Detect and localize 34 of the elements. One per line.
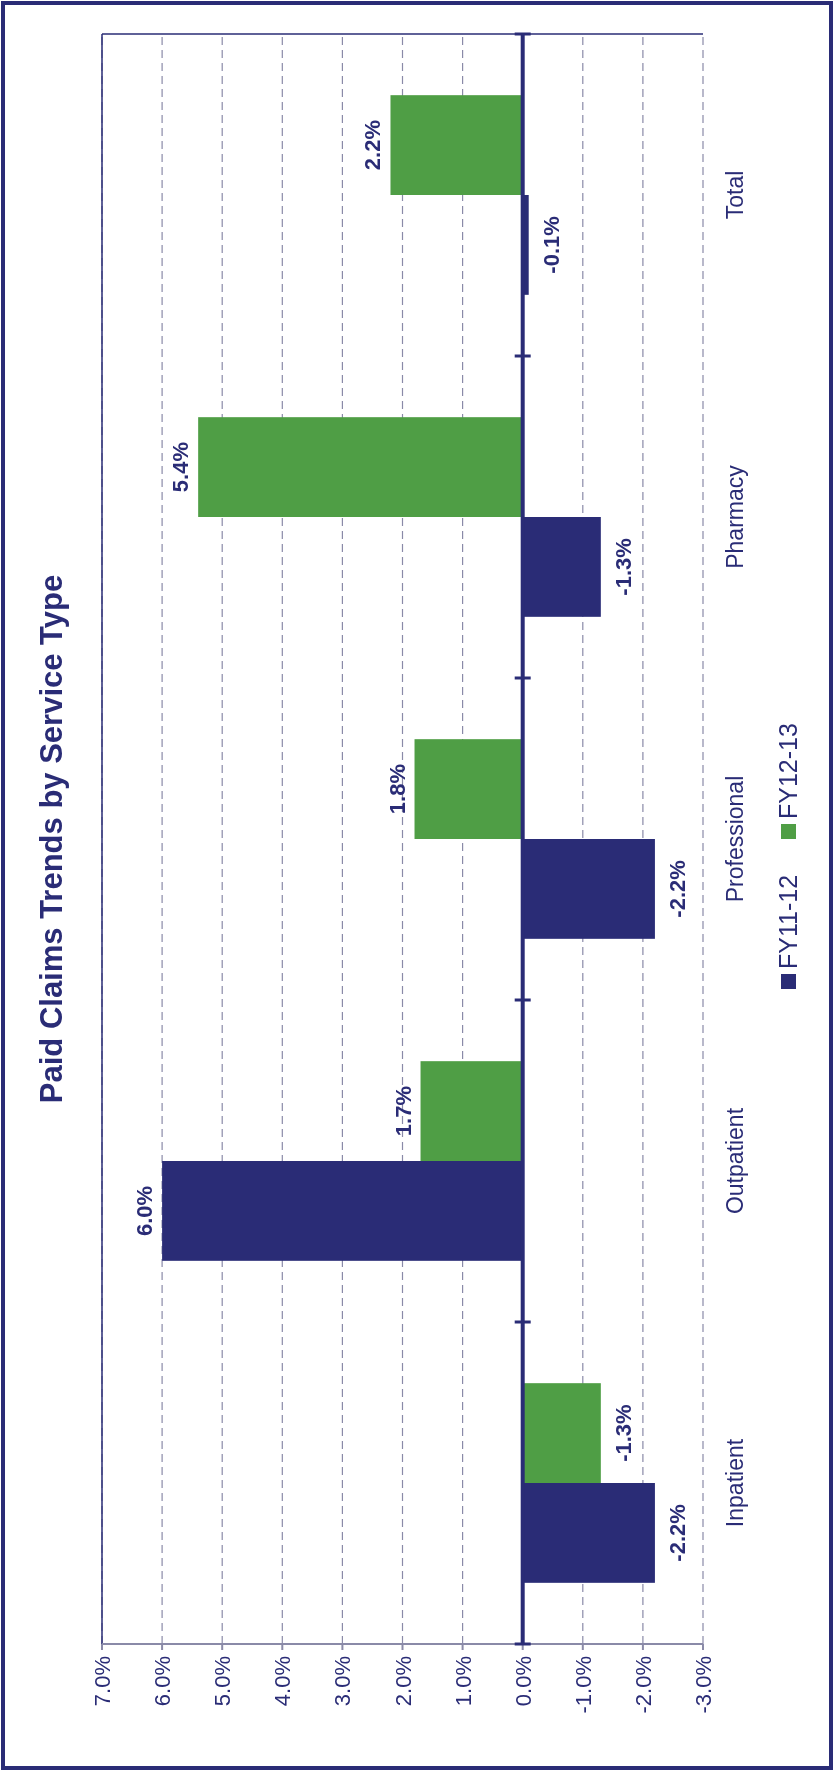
text: -0.1% xyxy=(538,216,564,274)
text: FY12-13 xyxy=(774,723,802,819)
text: Paid Claims Trends by Service Type xyxy=(34,574,69,1104)
text: 6.0% xyxy=(132,1185,158,1236)
x-tick-label: 1.0% xyxy=(450,1656,476,1707)
y-tick-label: Professional xyxy=(722,775,748,903)
y-tick-label: Pharmacy xyxy=(722,464,748,569)
x-tick-label: 3.0% xyxy=(330,1656,356,1707)
bar xyxy=(414,739,523,839)
text: -1.3% xyxy=(610,538,636,596)
y-tick-label: Outpatient xyxy=(722,1107,748,1215)
text: -1.3% xyxy=(610,1404,636,1462)
text: 1.7% xyxy=(390,1086,416,1137)
x-tick-label: 5.0% xyxy=(210,1656,236,1707)
x-tick-label: 0.0% xyxy=(510,1656,536,1707)
x-tick-label: -1.0% xyxy=(570,1656,596,1714)
text: 2.2% xyxy=(360,120,386,171)
y-tick-label: Inpatient xyxy=(722,1438,748,1528)
x-tick-label: 2.0% xyxy=(390,1656,416,1707)
bar xyxy=(420,1061,523,1161)
text: -2.2% xyxy=(664,860,690,918)
y-tick-label: Total xyxy=(722,170,748,220)
bar xyxy=(390,95,523,195)
bar xyxy=(198,417,523,517)
text: 5.4% xyxy=(168,442,194,493)
bar xyxy=(522,1383,601,1483)
x-tick-label: 7.0% xyxy=(90,1656,115,1707)
x-tick-label: -2.0% xyxy=(630,1656,656,1714)
text: 1.8% xyxy=(384,764,410,815)
x-tick-label: 4.0% xyxy=(270,1656,296,1707)
text: FY11-12 xyxy=(774,874,802,969)
text: -2.2% xyxy=(664,1504,690,1562)
x-tick-label: 6.0% xyxy=(150,1656,176,1707)
x-tick-label: -3.0% xyxy=(691,1656,716,1714)
